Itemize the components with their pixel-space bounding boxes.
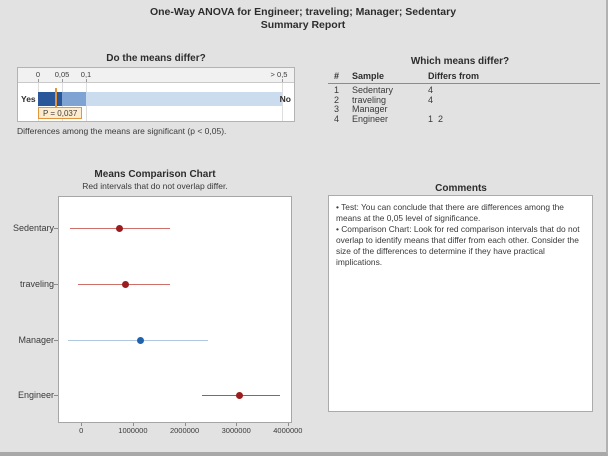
scale-tick-label: 0,1 (80, 70, 92, 79)
scale-tick-label: 0,05 (54, 70, 70, 79)
row-sample: Engineer (352, 114, 389, 125)
p-value-marker (54, 88, 57, 107)
x-tick-mark (184, 423, 186, 426)
y-tick-label: Manager (18, 335, 54, 345)
y-tick-label: traveling (19, 279, 54, 289)
scale-tick-mark (62, 79, 63, 82)
row-num: 4 (334, 114, 340, 125)
chart-title: Means Comparison Chart (94, 169, 216, 180)
x-tick-mark (236, 423, 238, 426)
yes-label: Yes (21, 94, 36, 104)
y-tick-mark (54, 340, 58, 341)
gridline (282, 83, 283, 121)
scale-tick-mark (38, 79, 39, 82)
report-title: One-Way ANOVA for Engineer; traveling; M… (149, 6, 457, 18)
y-tick-label: Sedentary (12, 223, 54, 233)
chart-subtitle: Red intervals that do not overlap differ… (82, 181, 228, 191)
no-label: No (279, 94, 291, 104)
x-tick-mark (132, 423, 134, 426)
table-row: 2 traveling 4 (328, 94, 600, 106)
column-header-num: # (334, 71, 340, 81)
x-tick-label: 1000000 (118, 426, 148, 435)
p-value-gauge-panel: 0 0,05 0,1 > 0,5 Yes No P = 0,037 (17, 67, 295, 122)
p-value-label: P = 0,037 (38, 107, 83, 119)
row-sample: traveling (352, 94, 387, 105)
y-tick-label: Engineer (17, 390, 54, 400)
bar-segment (86, 92, 282, 106)
scale-tick-mark (86, 79, 87, 82)
column-header-differs: Differs from (428, 71, 480, 81)
table-row: 3 Manager (328, 105, 600, 115)
row-sample: Sedentary (352, 85, 394, 95)
report-subtitle: Summary Report (260, 19, 346, 31)
comments-title: Comments (435, 183, 487, 194)
significance-caption: Differences among the means are signific… (17, 126, 227, 136)
interval-mean-dot (116, 224, 124, 232)
comments-box: • Test: You can conclude that there are … (328, 195, 593, 412)
table-row: 4 Engineer 1 2 (328, 114, 600, 125)
y-tick-mark (54, 228, 58, 229)
x-tick-label: 2000000 (169, 426, 200, 435)
plot-area (58, 196, 292, 423)
row-differs: 4 (428, 85, 434, 95)
interval-mean-dot (236, 391, 244, 399)
row-differs: 1 2 (428, 114, 444, 125)
x-tick-label: 3000000 (221, 426, 251, 435)
y-tick-mark (54, 284, 58, 285)
row-num: 3 (334, 104, 340, 115)
row-differs: 4 (428, 94, 434, 105)
x-tick-label: 0 (79, 426, 84, 435)
comment-bullet: • Test: You can conclude that there are … (336, 202, 564, 224)
which-differ-table-body: 1 Sedentary 4 2 traveling 4 3 Manager 4 Engineer 1… (328, 85, 600, 125)
p-value-scale: 0 0,05 0,1 > 0,5 (18, 68, 294, 83)
report-header: One-Way ANOVA for Engineer; traveling; M… (0, 6, 606, 32)
scale-tick-label: 0 (35, 70, 41, 79)
bar-segment (62, 92, 86, 106)
x-tick-mark (81, 423, 83, 426)
x-tick-label: 4000000 (273, 426, 303, 435)
comment-bullet: • Comparison Chart: Look for red compari… (336, 224, 580, 268)
which-differ-section-title: Which means differ? (410, 56, 510, 67)
which-differ-table-header: # Sample Differs from (328, 71, 600, 81)
row-num: 1 (334, 85, 340, 95)
interval-mean-dot (136, 336, 144, 344)
column-header-sample: Sample (352, 71, 385, 81)
y-tick-mark (54, 395, 58, 396)
row-num: 2 (334, 94, 340, 105)
means-differ-section-title: Do the means differ? (106, 53, 206, 64)
scale-tick-label: > 0,5 (270, 70, 288, 79)
table-row: 1 Sedentary 4 (328, 85, 600, 96)
x-tick-mark (287, 423, 289, 426)
interval-mean-dot (121, 280, 129, 288)
row-sample: Manager (352, 104, 388, 115)
scale-tick-mark (282, 79, 283, 82)
table-header-rule (328, 83, 600, 84)
